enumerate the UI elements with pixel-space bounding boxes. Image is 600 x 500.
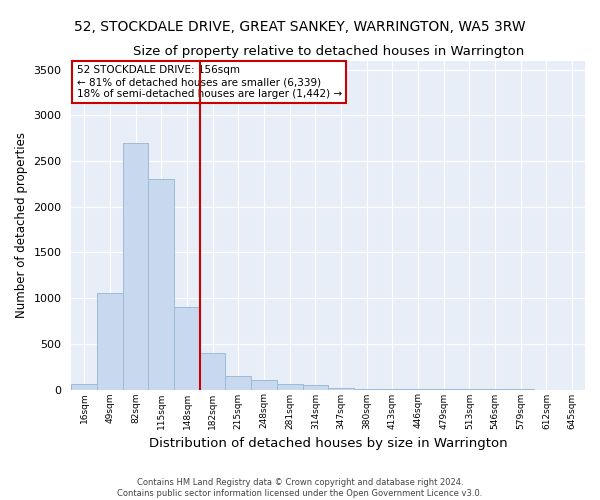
Text: Contains HM Land Registry data © Crown copyright and database right 2024.
Contai: Contains HM Land Registry data © Crown c… (118, 478, 482, 498)
Title: Size of property relative to detached houses in Warrington: Size of property relative to detached ho… (133, 45, 524, 58)
Y-axis label: Number of detached properties: Number of detached properties (15, 132, 28, 318)
Bar (302, 385, 328, 390)
Bar (71, 384, 97, 390)
Bar (277, 384, 302, 390)
Bar (148, 180, 174, 390)
Bar (328, 388, 354, 390)
Bar (123, 143, 148, 390)
Text: 52, STOCKDALE DRIVE, GREAT SANKEY, WARRINGTON, WA5 3RW: 52, STOCKDALE DRIVE, GREAT SANKEY, WARRI… (74, 20, 526, 34)
Bar (174, 308, 200, 390)
Bar (251, 380, 277, 390)
Bar (200, 353, 226, 390)
X-axis label: Distribution of detached houses by size in Warrington: Distribution of detached houses by size … (149, 437, 508, 450)
Bar (226, 376, 251, 390)
Bar (354, 388, 380, 390)
Text: 52 STOCKDALE DRIVE: 156sqm
← 81% of detached houses are smaller (6,339)
18% of s: 52 STOCKDALE DRIVE: 156sqm ← 81% of deta… (77, 66, 341, 98)
Bar (97, 292, 123, 390)
